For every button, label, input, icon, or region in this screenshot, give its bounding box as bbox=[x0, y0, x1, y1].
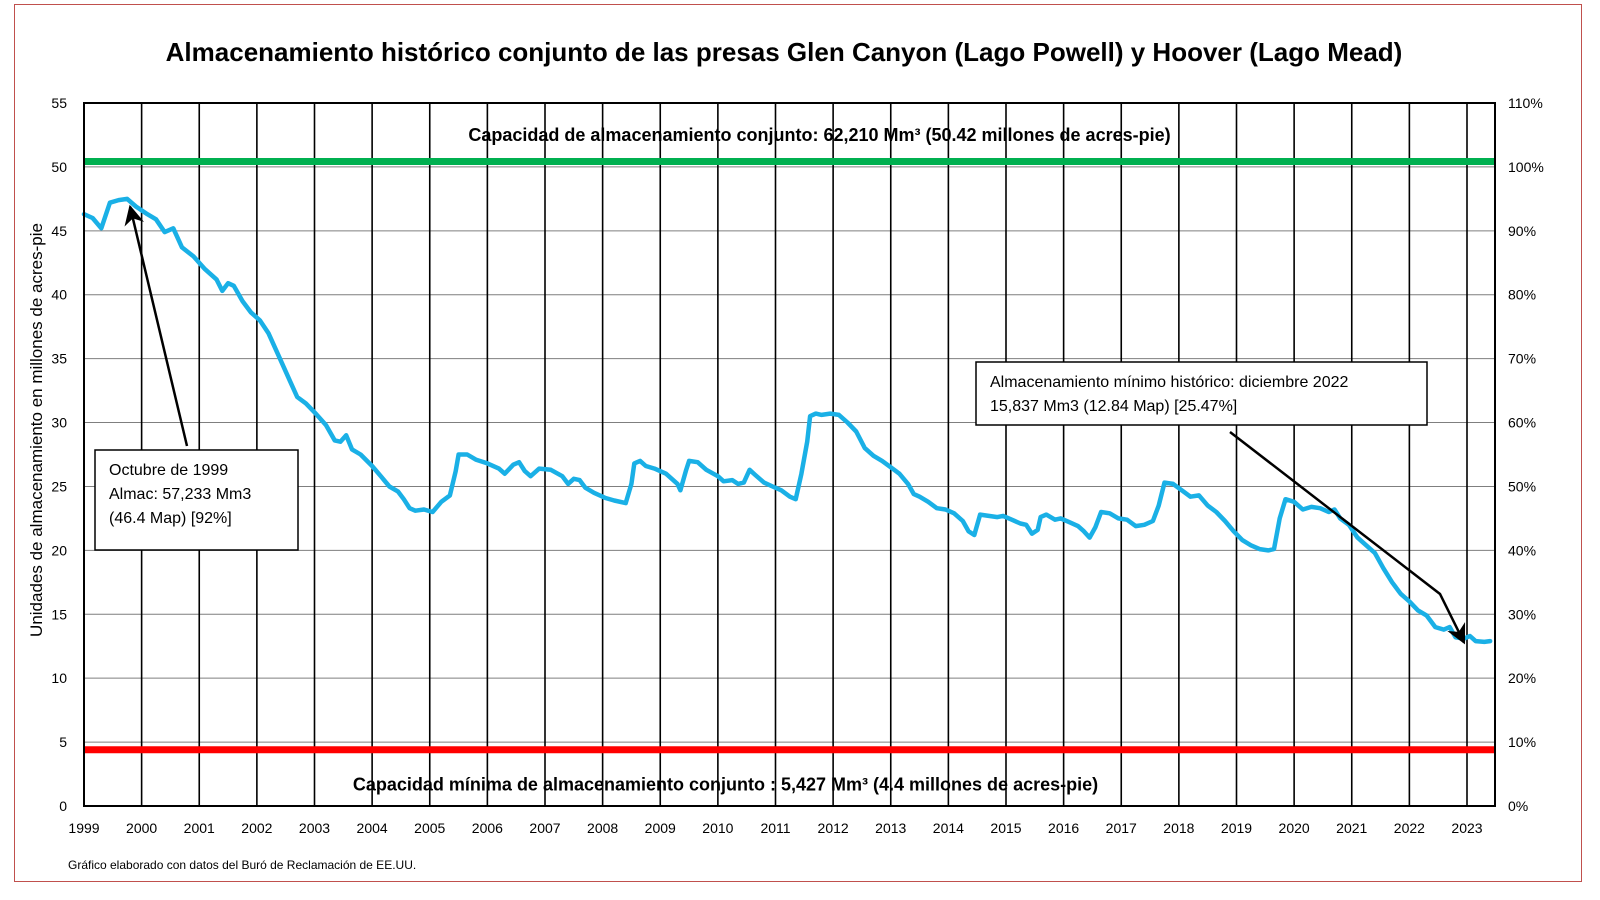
max-capacity-label: Capacidad de almacenamiento conjunto: 62… bbox=[468, 125, 1170, 145]
annotations: Octubre de 1999 Almac: 57,233 Mm3 (46.4 Ma… bbox=[94, 204, 1466, 645]
x-tick-label: 2018 bbox=[1163, 820, 1194, 836]
axis-layer: 0 0% 5 10% 10 20% 15 30% 20 40% 25 50% 30 60% 35 70% 40 8… bbox=[51, 95, 1543, 836]
annotation-box bbox=[975, 361, 1428, 426]
y2-tick-label: 10% bbox=[1508, 734, 1536, 750]
x-tick-label: 2019 bbox=[1221, 820, 1252, 836]
x-tick-label: 2014 bbox=[933, 820, 964, 836]
x-tick-label: 2013 bbox=[875, 820, 906, 836]
y-axis-label: Unidades de almacenamiento en millones d… bbox=[27, 223, 46, 637]
x-tick-label: 2003 bbox=[299, 820, 330, 836]
y2-tick-label: 50% bbox=[1508, 478, 1536, 494]
y2-tick-label: 110% bbox=[1508, 95, 1543, 111]
annotation-text-line: 15,837 Mm3 (12.84 Map) [25.47%] bbox=[990, 398, 1237, 415]
annotation-arrow bbox=[124, 204, 189, 447]
y2-tick-label: 80% bbox=[1508, 287, 1536, 303]
x-tick-label: 2015 bbox=[990, 820, 1021, 836]
chart-title: Almacenamiento histórico conjunto de las… bbox=[166, 37, 1403, 67]
x-tick-label: 2023 bbox=[1451, 820, 1482, 836]
chart-frame bbox=[14, 4, 1582, 882]
y2-tick-label: 40% bbox=[1508, 542, 1536, 558]
y2-tick-label: 90% bbox=[1508, 223, 1536, 239]
y-tick-label: 15 bbox=[51, 606, 67, 622]
reference-lines: Capacidad de almacenamiento conjunto: 62… bbox=[84, 125, 1495, 794]
y-tick-label: 35 bbox=[51, 351, 67, 367]
annotation-dec-2022: Almacenamiento mínimo histórico: diciemb… bbox=[975, 361, 1466, 645]
y2-tick-label: 70% bbox=[1508, 351, 1536, 367]
annotation-arrow bbox=[1229, 431, 1466, 645]
x-tick-label: 2004 bbox=[357, 820, 388, 836]
annotation-oct-1999: Octubre de 1999 Almac: 57,233 Mm3 (46.4 Ma… bbox=[94, 204, 299, 551]
series-layer bbox=[81, 196, 1493, 645]
x-tick-label: 2020 bbox=[1279, 820, 1310, 836]
x-tick-label: 2001 bbox=[184, 820, 215, 836]
x-tick-label: 2021 bbox=[1336, 820, 1367, 836]
source-note: Gráfico elaborado con datos del Buró de … bbox=[68, 858, 416, 872]
annotation-text-line: Octubre de 1999 bbox=[109, 462, 228, 479]
x-tick-label: 2011 bbox=[760, 820, 790, 836]
y-tick-label: 55 bbox=[51, 95, 67, 111]
x-tick-label: 2010 bbox=[702, 820, 733, 836]
x-tick-label: 2008 bbox=[587, 820, 618, 836]
y-tick-label: 5 bbox=[59, 734, 67, 750]
y2-tick-label: 0% bbox=[1508, 798, 1528, 814]
x-tick-label: 2022 bbox=[1394, 820, 1425, 836]
y-tick-label: 50 bbox=[51, 159, 67, 175]
y2-tick-label: 20% bbox=[1508, 670, 1536, 686]
x-tick-label: 2017 bbox=[1106, 820, 1137, 836]
x-tick-label: 2007 bbox=[529, 820, 560, 836]
x-tick-label: 1999 bbox=[68, 820, 99, 836]
plot-area-border bbox=[83, 102, 1496, 807]
y-tick-label: 0 bbox=[59, 798, 67, 814]
y-tick-label: 25 bbox=[51, 478, 67, 494]
storage-series-line bbox=[81, 196, 1493, 645]
x-tick-label: 2006 bbox=[472, 820, 503, 836]
y-tick-label: 30 bbox=[51, 415, 67, 431]
annotation-text-line: Almacenamiento mínimo histórico: diciemb… bbox=[990, 374, 1348, 391]
y-tick-label: 10 bbox=[51, 670, 67, 686]
x-tick-label: 2000 bbox=[126, 820, 157, 836]
y-tick-label: 40 bbox=[51, 287, 67, 303]
min-capacity-label: Capacidad mínima de almacenamiento conju… bbox=[353, 774, 1098, 794]
x-tick-label: 2012 bbox=[818, 820, 849, 836]
y-tick-label: 45 bbox=[51, 223, 67, 239]
y-tick-label: 20 bbox=[51, 542, 67, 558]
x-tick-label: 2005 bbox=[414, 820, 445, 836]
y2-tick-label: 100% bbox=[1508, 159, 1544, 175]
annotation-box bbox=[94, 449, 299, 551]
x-tick-label: 2016 bbox=[1048, 820, 1079, 836]
x-tick-label: 2009 bbox=[645, 820, 676, 836]
annotation-text-line: Almac: 57,233 Mm3 bbox=[109, 486, 251, 503]
y2-tick-label: 60% bbox=[1508, 415, 1536, 431]
x-tick-label: 2002 bbox=[241, 820, 272, 836]
y2-tick-label: 30% bbox=[1508, 606, 1536, 622]
annotation-text-line: (46.4 Map) [92%] bbox=[109, 510, 232, 527]
